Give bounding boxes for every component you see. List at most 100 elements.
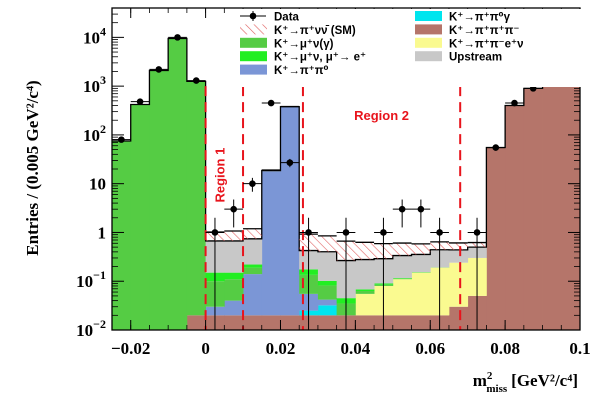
stack-bar [355,315,375,330]
data-marker [136,98,144,105]
legend-swatch [240,24,267,35]
legend-label: Data [274,12,300,24]
legend-entry: Upstream [415,51,502,64]
stack-bar [561,62,580,330]
stack-bar [411,315,431,330]
data-point [467,217,487,330]
legend-swatch [415,51,442,62]
stack-bar [392,278,412,279]
data-marker [417,205,425,213]
data-point [336,217,356,330]
x-axis-label-units: [GeV²/c⁴] [511,371,578,390]
stack-bar [392,278,412,280]
region-label: Region 1 [212,148,227,203]
stack-bar [280,106,300,316]
x-axis-label-sup: 2 [487,370,493,382]
y-tick-label-base: 1 [98,223,107,242]
data-marker [230,205,237,213]
data-point [224,199,244,228]
legend-swatch [415,37,442,48]
x-axis-label: m2 miss [GeV²/c⁴] [473,370,578,394]
stack-bar [392,279,412,316]
x-tick-label: 0.04 [340,339,370,358]
sm-signal-bar [411,243,431,255]
stack-bar [486,147,506,330]
legend-entry: K⁺→μ⁺ν(γ) [240,37,334,50]
data-marker [286,159,294,166]
y-tick-label: 10 [89,175,106,194]
stack-bar [317,305,338,316]
y-tick-label: 102 [83,122,106,145]
legend-entry: Data [240,11,300,24]
data-marker [511,99,518,107]
legend-label: K⁺→μ⁺ν, μ⁺→ e⁺ [274,52,366,64]
data-marker [118,136,125,143]
stack-bar [112,141,132,330]
stack-bar [392,315,412,330]
stack-bar [355,259,375,290]
y-tick-label-exp: −1 [93,268,106,282]
data-marker [342,229,350,236]
data-marker [305,229,312,236]
x-tick-label: 0.02 [266,339,296,358]
stack-bar [317,251,338,281]
stack-bar [448,249,469,263]
stack-bar [317,315,338,330]
data-point [261,99,281,107]
stack-series [205,106,487,299]
stack-bar [505,105,525,330]
data-point [430,217,449,330]
region-label: Region 2 [354,108,409,123]
data-point [392,199,412,228]
y-tick-label: 1 [98,223,107,242]
data-marker [155,66,163,73]
stack-bar [317,299,338,306]
legend-label: K⁺→π⁺π⁻e⁺ν [449,38,524,50]
stack-bar [243,264,263,268]
stack-bar [243,274,263,316]
stack-bar [355,289,375,292]
stack-bar [224,300,244,316]
legend-label: K⁺→π⁺π⁺π⁻ [449,25,520,37]
data-point [374,217,393,330]
y-tick-label-base: 10 [83,126,100,145]
y-tick-label-base: 10 [76,272,93,291]
stack-bar [280,315,300,330]
y-tick-label: 10−1 [76,268,106,291]
data-point [186,77,206,84]
legend-label: K⁺→π⁺π⁰ [274,65,329,77]
stack-bar [149,70,169,330]
region-boundaries: Region 1 Region 2 [204,86,462,330]
y-tick-label-exp: 3 [100,73,106,87]
legend-label: K⁺→π⁺νν̄ (SM) [274,25,356,37]
data-point [205,217,225,330]
legend-entry: K⁺→π⁺π⁰γ [415,11,511,24]
sm-signal-bar [392,243,412,256]
data-point [280,158,300,168]
stack-series [186,62,580,330]
y-tick-label-base: 10 [83,77,100,96]
x-tick-label: 0.1 [569,339,590,358]
legend-entry: K⁺→μ⁺ν, μ⁺→ e⁺ [240,51,366,64]
legend-label: Upstream [449,52,502,64]
legend-entry: K⁺→π⁺π⁻e⁺ν [415,37,524,50]
legend-label: K⁺→π⁺π⁰γ [449,12,511,24]
stack-bar [130,104,150,330]
legend-swatch [415,24,442,35]
y-tick-label: 104 [83,24,106,47]
stack-bar [392,255,412,279]
legend-swatch [240,51,267,62]
legend-label: K⁺→μ⁺ν(γ) [274,38,334,50]
data-points [112,34,580,330]
legend-background [232,9,582,87]
y-tick-label: 10−2 [76,317,106,340]
legend-entry: K⁺→π⁺π⁺π⁻ [415,24,520,37]
legend-entry: K⁺→π⁺νν̄ (SM) [240,24,356,37]
data-marker [473,229,481,236]
stack-bar [542,79,562,330]
stack-bar [224,272,244,280]
stack-series [112,38,450,330]
x-tick-label: −0.02 [111,339,150,358]
data-marker [211,229,219,236]
data-point [243,177,262,192]
